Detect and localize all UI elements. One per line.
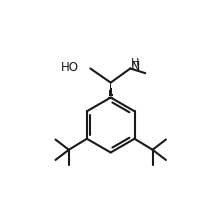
- Text: HO: HO: [60, 61, 78, 74]
- Text: N: N: [131, 60, 140, 73]
- Text: H: H: [131, 58, 140, 68]
